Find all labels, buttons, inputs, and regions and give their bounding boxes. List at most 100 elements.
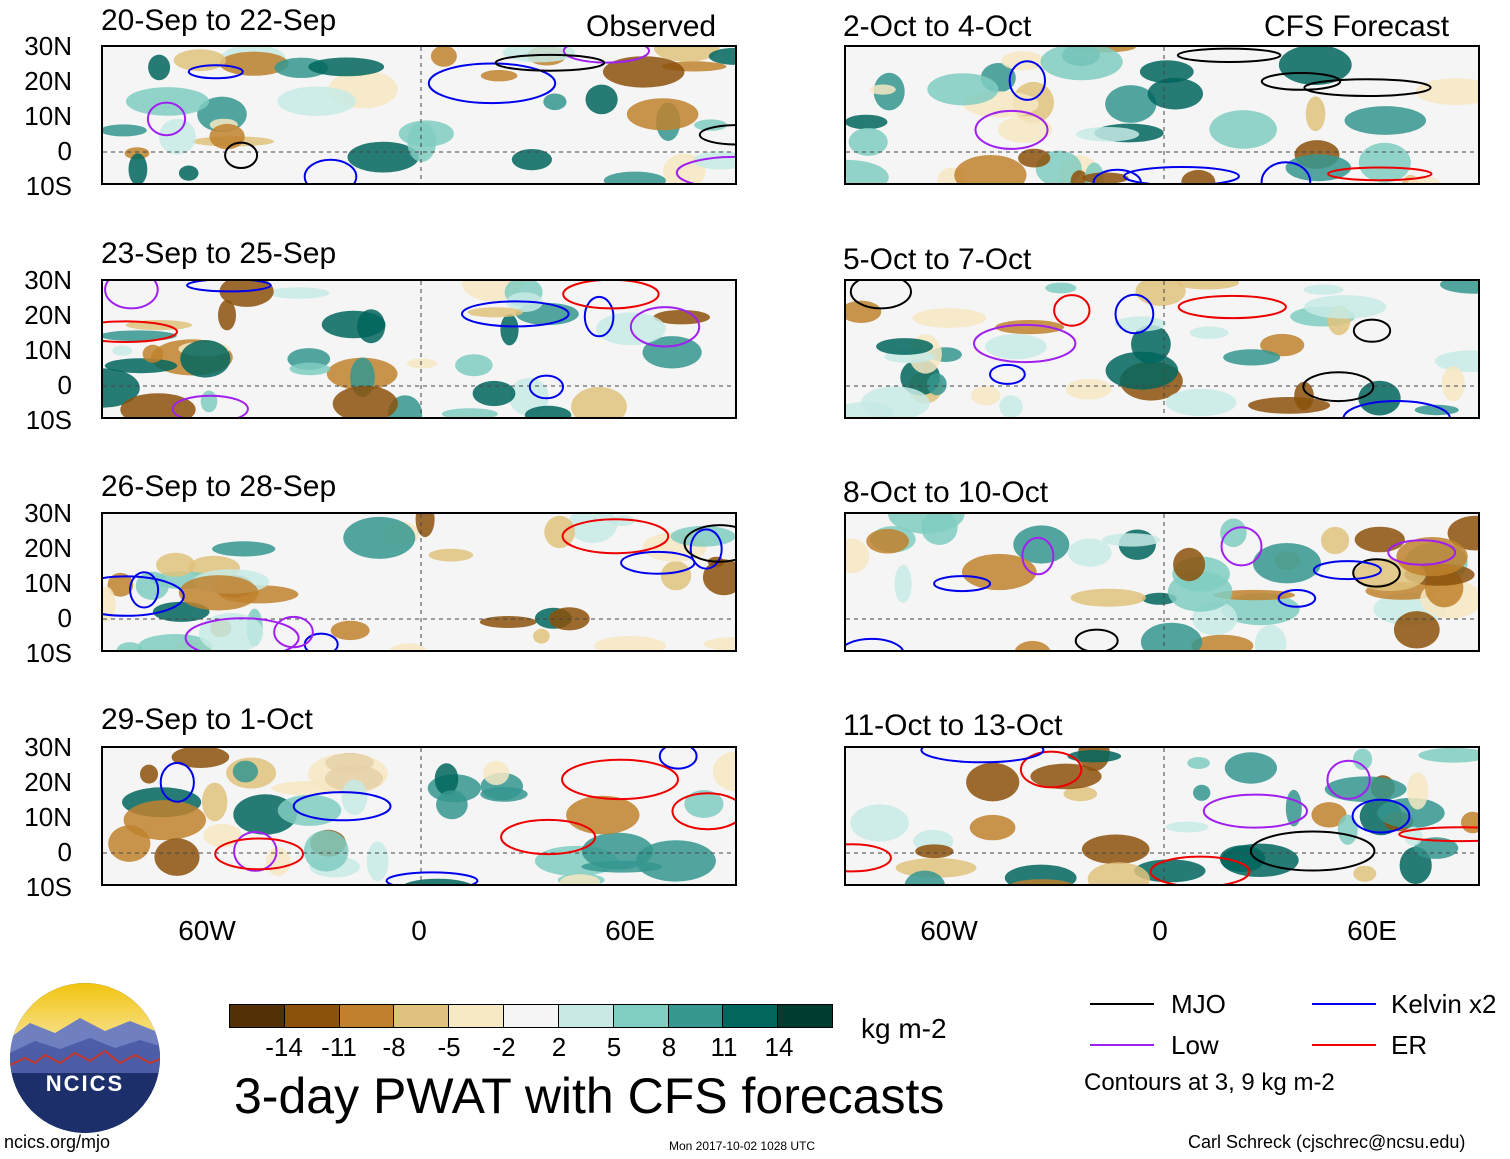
- low-contour: [973, 323, 1077, 364]
- footer-author: Carl Schreck (cjschrec@ncsu.edu): [1188, 1132, 1466, 1152]
- pwat-wet-anomaly: [303, 830, 349, 872]
- lat-tick-10n-4: 10N: [24, 802, 72, 832]
- pwat-wet-anomaly: [135, 571, 169, 600]
- pwat-dry-anomaly: [997, 116, 1053, 143]
- lon-tick-60e-right: 60E: [1347, 915, 1397, 946]
- pwat-wet-anomaly: [846, 402, 895, 417]
- pwat-wet-anomaly: [708, 47, 735, 65]
- pwat-wet-anomaly: [894, 564, 912, 603]
- legend-label-er: ER: [1391, 1030, 1428, 1060]
- pwat-wet-anomaly: [670, 525, 735, 547]
- footer-url[interactable]: ncics.org/mjo: [4, 1132, 111, 1152]
- pwat-dry-anomaly: [1321, 526, 1350, 555]
- pwat-dry-anomaly: [142, 344, 164, 363]
- colorbar-bin: [230, 1005, 285, 1027]
- mjo-contour: [1352, 558, 1401, 588]
- pwat-dry-anomaly: [483, 760, 510, 785]
- er-contour: [214, 837, 305, 871]
- kelvin-contour: [620, 550, 696, 575]
- pwat-dry-anomaly: [866, 528, 909, 554]
- map-heatmap: [846, 748, 1478, 884]
- pwat-dry-anomaly: [846, 300, 882, 323]
- pwat-wet-anomaly: [927, 73, 999, 106]
- lat-tick-20n-3: 20N: [24, 533, 72, 563]
- pwat-wet-anomaly: [1004, 864, 1077, 884]
- main-title: 3-day PWAT with CFS forecasts: [234, 1068, 945, 1124]
- pwat-dry-anomaly: [533, 628, 550, 644]
- er-contour: [1398, 826, 1478, 843]
- pwat-dry-anomaly: [560, 874, 601, 884]
- kelvin-contour: [103, 575, 185, 617]
- pwat-wet-anomaly: [148, 54, 171, 81]
- mjo-contour: [683, 524, 735, 563]
- colorbar-tick: -5: [437, 1032, 461, 1062]
- map-heatmap: [103, 47, 735, 183]
- pwat-dry-anomaly: [1081, 834, 1150, 865]
- er-contour: [1327, 166, 1433, 182]
- kelvin-contour: [1260, 161, 1312, 183]
- pwat-dry-anomaly: [1353, 865, 1377, 882]
- low-contour: [1202, 793, 1308, 829]
- pwat-wet-anomaly: [1142, 592, 1177, 605]
- colorbar-bin: [668, 1005, 724, 1027]
- pwat-wet-anomaly: [635, 840, 716, 882]
- pwat-wet-anomaly: [112, 345, 132, 356]
- kelvin-contour: [689, 528, 723, 570]
- kelvin-contour: [385, 871, 479, 884]
- low-contour: [1220, 526, 1263, 567]
- pwat-wet-anomaly: [1253, 543, 1321, 584]
- pwat-wet-anomaly: [1377, 797, 1445, 829]
- pwat-wet-anomaly: [1067, 750, 1122, 763]
- er-contour: [1177, 294, 1287, 320]
- pwat-dry-anomaly: [962, 553, 1037, 591]
- low-contour: [1021, 536, 1055, 576]
- pwat-dry-anomaly: [1010, 879, 1073, 884]
- colorbar: [229, 1004, 833, 1028]
- lon-tick-0-left: 0: [411, 915, 427, 946]
- pwat-wet-anomaly: [180, 340, 231, 378]
- lat-tick-30n-4: 30N: [24, 732, 72, 762]
- colorbar-tick: 5: [606, 1032, 622, 1062]
- pwat-wet-anomaly: [876, 338, 934, 355]
- low-contour: [233, 831, 278, 872]
- mjo-contour: [494, 53, 606, 72]
- map-heatmap: [103, 748, 735, 884]
- pwat-dry-anomaly: [171, 748, 230, 768]
- pwat-wet-anomaly: [103, 330, 177, 342]
- pwat-dry-anomaly: [1063, 786, 1098, 802]
- low-contour: [171, 394, 249, 417]
- pwat-dry-anomaly: [107, 572, 134, 597]
- legend-line-low: [1090, 1044, 1154, 1046]
- legend-label-low: Low: [1171, 1030, 1219, 1060]
- er-contour: [561, 758, 679, 801]
- er-contour: [1019, 750, 1083, 789]
- pwat-wet-anomaly: [158, 118, 196, 155]
- kelvin-contour: [1312, 560, 1382, 581]
- pwat-wet-anomaly: [436, 790, 468, 820]
- pwat-dry-anomaly: [1248, 397, 1331, 414]
- mjo-contour: [1352, 318, 1392, 343]
- pwat-wet-anomaly: [104, 358, 178, 374]
- panel-title-obs-1: 20-Sep to 22-Sep: [101, 4, 337, 37]
- map-panel-fcst-1: [844, 45, 1480, 185]
- pwat-dry-anomaly: [123, 800, 206, 841]
- pwat-wet-anomaly: [1220, 518, 1247, 548]
- pwat-wet-anomaly: [178, 165, 199, 181]
- pwat-wet-anomaly: [1167, 571, 1233, 612]
- lat-tick-20n-1: 20N: [24, 66, 72, 96]
- colorbar-bin: [723, 1005, 779, 1027]
- kelvin-contour: [846, 637, 904, 650]
- pwat-dry-anomaly: [995, 320, 1065, 335]
- pwat-dry-anomaly: [1260, 333, 1305, 357]
- pwat-dry-anomaly: [1173, 547, 1206, 582]
- pwat-wet-anomaly: [321, 310, 386, 339]
- pwat-wet-anomaly: [404, 878, 471, 884]
- pwat-wet-anomaly: [848, 127, 888, 156]
- colorbar-bin: [394, 1005, 450, 1027]
- pwat-wet-anomaly: [472, 380, 516, 407]
- panel-title-obs-4: 29-Sep to 1-Oct: [101, 703, 313, 736]
- pwat-dry-anomaly: [1393, 611, 1440, 649]
- pwat-dry-anomaly: [1354, 526, 1405, 553]
- legend-line-kelvin: [1312, 1003, 1376, 1005]
- pwat-wet-anomaly: [267, 287, 330, 299]
